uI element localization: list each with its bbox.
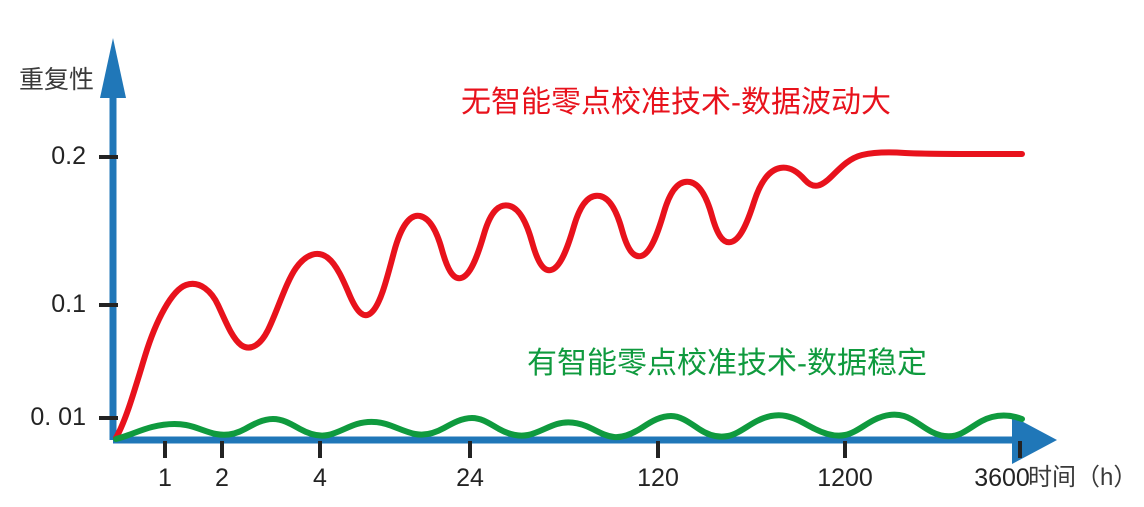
y-axis-arrow-icon (100, 38, 126, 98)
x-tick-label-6: 3600 (974, 464, 1030, 492)
x-tick-label-2: 4 (313, 464, 327, 492)
y-axis-title: 重复性 (19, 66, 95, 94)
x-axis-ticks (163, 441, 1022, 458)
y-tick-label-0: 0.2 (51, 142, 86, 170)
y-tick-label-1: 0.1 (51, 290, 86, 318)
x-tick-label-5: 1200 (817, 464, 873, 492)
x-tick-label-1: 2 (215, 464, 229, 492)
x-axis-title: 时间（h） (1028, 464, 1138, 491)
x-tick-label-3: 24 (456, 464, 484, 492)
x-tick-label-4: 120 (637, 464, 679, 492)
series-line-without-calibration (113, 149, 1025, 441)
series-line-with-calibration (113, 411, 1025, 442)
annotation-with-calibration: 有智能零点校准技术-数据稳定 (527, 347, 927, 380)
annotation-without-calibration: 无智能零点校准技术-数据波动大 (461, 86, 891, 119)
x-tick-label-0: 1 (158, 464, 172, 492)
y-tick-label-2: 0. 01 (30, 403, 86, 431)
y-axis-ticks (99, 155, 118, 420)
x-axis-arrow-icon (1012, 416, 1057, 464)
